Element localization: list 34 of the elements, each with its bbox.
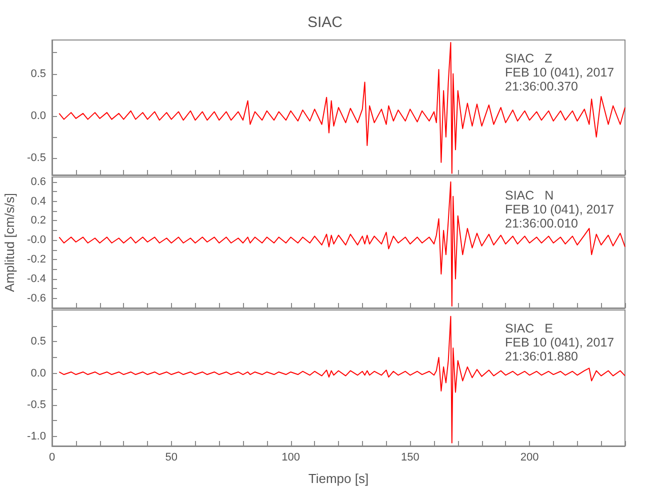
annotation: 21:36:00.370: [505, 80, 578, 94]
line-series: [58, 181, 626, 307]
line-series: [58, 316, 626, 444]
y-tick-label: 0.6: [30, 176, 46, 188]
x-tick-label: 50: [165, 452, 178, 464]
annotation: FEB 10 (041), 2017: [505, 66, 614, 80]
y-tick-label: -0.4: [27, 272, 46, 285]
y-tick-label: 0.5: [30, 68, 46, 80]
y-tick-label: -0.5: [27, 152, 46, 164]
x-axis-title: Tiempo [s]: [308, 471, 369, 486]
annotation: SIAC Z: [505, 52, 553, 66]
x-tick-label: 150: [400, 452, 420, 464]
y-tick-label: -0.5: [27, 398, 46, 411]
y-tick-label: -1.0: [27, 430, 46, 443]
line-series: [58, 42, 626, 174]
annotation: SIAC E: [505, 322, 553, 336]
annotation: SIAC N: [505, 188, 554, 202]
y-tick-label: 0.5: [30, 336, 46, 348]
y-tick-label: 0.0: [30, 367, 46, 380]
y-tick-label: -0.6: [27, 292, 46, 304]
y-tick-label: 0.2: [30, 214, 46, 227]
x-tick-label: 100: [282, 452, 300, 464]
annotation: 21:36:01.880: [505, 350, 578, 364]
y-tick-label: -0.2: [27, 253, 46, 266]
annotation: 21:36:00.010: [505, 216, 578, 230]
chart-title: SIAC: [307, 14, 343, 31]
x-tick-label: 200: [520, 452, 539, 464]
annotation: FEB 10 (041), 2017: [505, 336, 614, 350]
x-tick-label: 0: [48, 452, 56, 464]
y-tick-label: 0.4: [30, 195, 46, 208]
y-axis-title: Amplitud [cm/s/s]: [2, 193, 18, 292]
annotation: FEB 10 (041), 2017: [505, 202, 614, 216]
y-tick-label: -0.0: [27, 234, 46, 246]
y-tick-label: 0.0: [30, 110, 46, 122]
